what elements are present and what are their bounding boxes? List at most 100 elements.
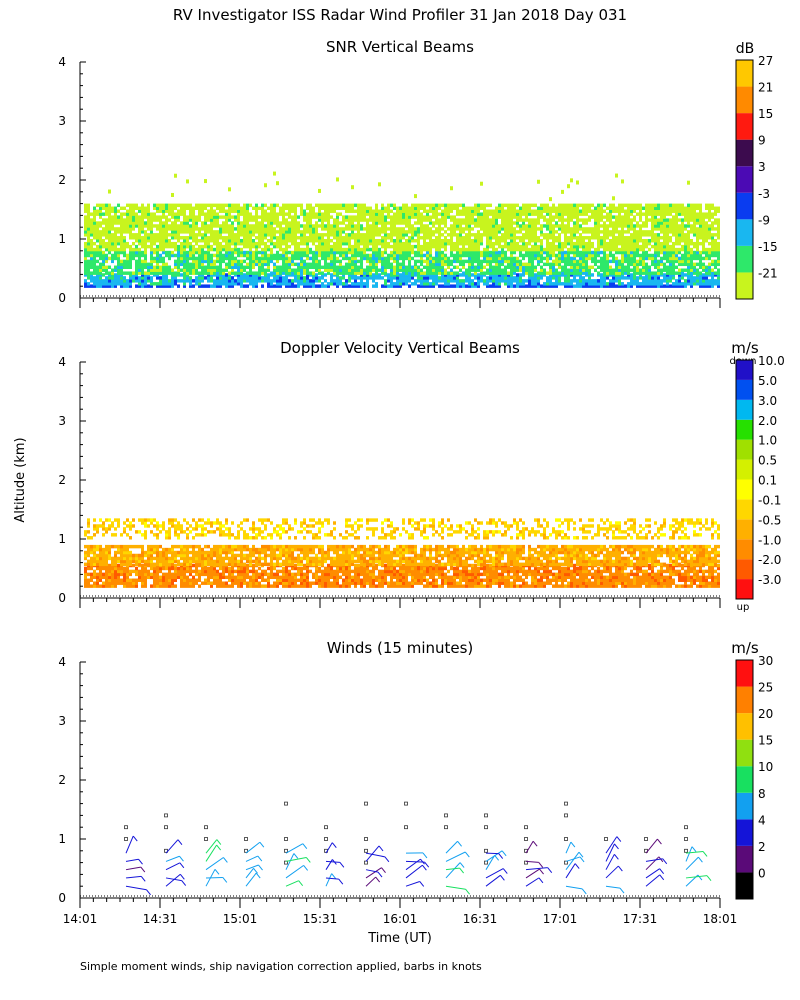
- snr-cell: [258, 279, 261, 283]
- snr-cell: [321, 236, 324, 240]
- snr-cell: [357, 206, 360, 210]
- snr-cell: [429, 253, 432, 258]
- snr-cell: [588, 256, 591, 261]
- snr-cell: [615, 279, 618, 283]
- snr-cell: [492, 284, 495, 288]
- snr-cell: [651, 282, 654, 286]
- snr-cell: [609, 203, 612, 208]
- snr-cell: [462, 203, 465, 208]
- snr-cell: [249, 233, 252, 237]
- snr-cell: [546, 259, 549, 264]
- snr-cell: [144, 247, 147, 252]
- snr-cell: [642, 244, 645, 249]
- snr-cell: [480, 262, 483, 267]
- snr-cell: [264, 209, 267, 213]
- snr-cell: [606, 206, 609, 210]
- snr-cell: [570, 279, 573, 283]
- snr-cell: [93, 212, 96, 216]
- snr-cell: [183, 209, 186, 213]
- snr-cell: [270, 259, 273, 264]
- snr-cell: [564, 271, 567, 275]
- snr-cell: [99, 239, 102, 243]
- snr-cell: [471, 273, 474, 277]
- snr-cell: [174, 247, 177, 252]
- snr-cell: [669, 259, 672, 264]
- snr-cell: [624, 241, 627, 246]
- snr-cell: [255, 212, 258, 216]
- snr-cell: [462, 239, 465, 243]
- snr-cell: [354, 233, 357, 237]
- snr-cell: [255, 273, 258, 277]
- snr-cell: [663, 244, 666, 249]
- snr-cell: [690, 262, 693, 267]
- snr-cell: [261, 224, 264, 228]
- snr-cell: [531, 239, 534, 243]
- snr-cell: [567, 184, 570, 189]
- snr-cell: [102, 262, 105, 267]
- snr-cell: [621, 236, 624, 240]
- snr-cell: [318, 209, 321, 213]
- snr-cell: [240, 239, 243, 243]
- snr-cell: [639, 247, 642, 252]
- snr-cell: [375, 250, 378, 255]
- snr-cell: [645, 212, 648, 216]
- snr-cell: [606, 276, 609, 280]
- snr-cell: [495, 212, 498, 216]
- snr-cell: [165, 209, 168, 213]
- snr-cell: [363, 271, 366, 275]
- snr-cell: [300, 253, 303, 258]
- snr-cell: [597, 271, 600, 275]
- snr-cell: [357, 233, 360, 237]
- snr-cell: [486, 227, 489, 231]
- snr-cell: [513, 259, 516, 264]
- snr-cell: [690, 265, 693, 269]
- snr-cell: [396, 239, 399, 243]
- snr-cell: [495, 271, 498, 275]
- snr-cell: [312, 227, 315, 231]
- snr-cell: [147, 244, 150, 249]
- snr-cell: [459, 230, 462, 234]
- snr-cell: [219, 224, 222, 228]
- snr-cell: [381, 221, 384, 225]
- snr-cell: [111, 233, 114, 237]
- snr-cell: [384, 206, 387, 210]
- snr-cell: [153, 218, 156, 222]
- snr-cell: [171, 268, 174, 272]
- snr-cell: [303, 247, 306, 252]
- snr-cell: [498, 230, 501, 234]
- snr-cell: [219, 282, 222, 286]
- snr-cell: [501, 279, 504, 283]
- snr-cell: [675, 215, 678, 219]
- snr-cell: [582, 259, 585, 264]
- snr-cell: [438, 227, 441, 231]
- snr-cell: [477, 221, 480, 225]
- snr-cell: [237, 233, 240, 237]
- snr-cell: [636, 244, 639, 249]
- snr-cell: [501, 236, 504, 240]
- snr-cell: [84, 256, 87, 261]
- snr-cell: [492, 212, 495, 216]
- snr-cell: [474, 244, 477, 249]
- snr-cell: [642, 256, 645, 261]
- snr-cell: [303, 282, 306, 286]
- snr-cell: [450, 203, 453, 208]
- snr-cell: [228, 282, 231, 286]
- snr-cell: [273, 276, 276, 280]
- snr-cell: [495, 239, 498, 243]
- snr-cell: [357, 221, 360, 225]
- snr-cell: [477, 247, 480, 252]
- snr-cell: [408, 227, 411, 231]
- snr-cell: [420, 203, 423, 208]
- snr-cell: [579, 250, 582, 255]
- snr-cell: [330, 265, 333, 269]
- snr-cell: [279, 268, 282, 272]
- snr-cell: [456, 206, 459, 210]
- snr-cell: [426, 276, 429, 280]
- snr-cell: [642, 233, 645, 237]
- snr-cell: [603, 284, 606, 288]
- snr-cell: [552, 209, 555, 213]
- snr-cell: [294, 279, 297, 283]
- snr-cell: [549, 224, 552, 228]
- snr-cell: [642, 230, 645, 234]
- snr-cell: [384, 241, 387, 246]
